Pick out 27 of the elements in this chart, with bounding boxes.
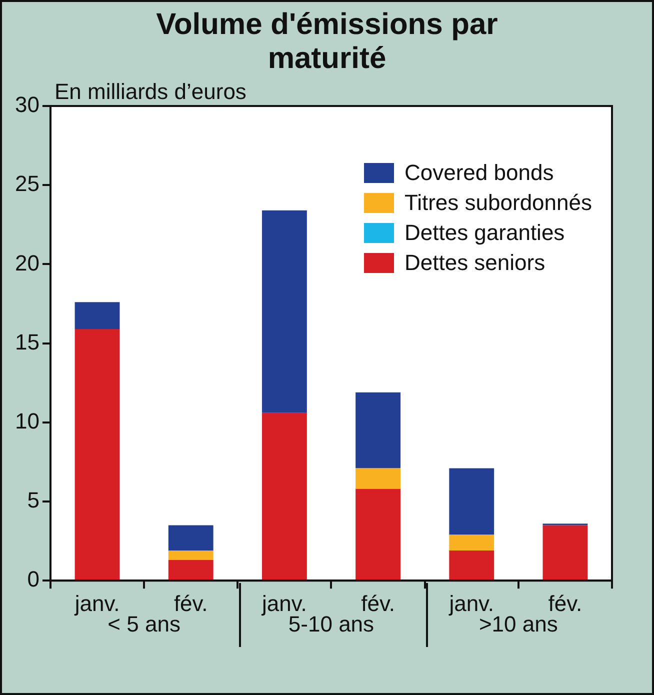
bar [74,302,120,330]
y-axis-title: En milliards d’euros [54,79,246,104]
y-tick-label: 15 [14,329,40,354]
y-tick-label: 10 [14,408,40,434]
bar [356,468,400,489]
bar [542,525,588,580]
legend-label: Titres subordonnés [404,190,592,216]
legend-label: Dettes seniors [404,250,546,276]
bar [168,550,214,560]
y-tick-label: 20 [14,250,40,276]
y-tick-label: 0 [27,566,40,592]
y-tick-label: 5 [27,488,40,513]
legend-label: Dettes garanties [404,220,565,246]
legend-label: Covered bonds [404,160,554,186]
bar [168,560,214,580]
y-tick-label: 30 [14,92,40,118]
bar [356,488,400,580]
bar [168,525,214,551]
bar [449,550,494,580]
bar [449,468,494,535]
bar [356,392,400,468]
bar [449,534,494,551]
bar [74,329,120,580]
bar [262,210,307,413]
chart-title: Volume d'émissions par maturité [155,7,499,76]
y-tick-label: 25 [14,171,40,196]
bar [262,412,307,580]
